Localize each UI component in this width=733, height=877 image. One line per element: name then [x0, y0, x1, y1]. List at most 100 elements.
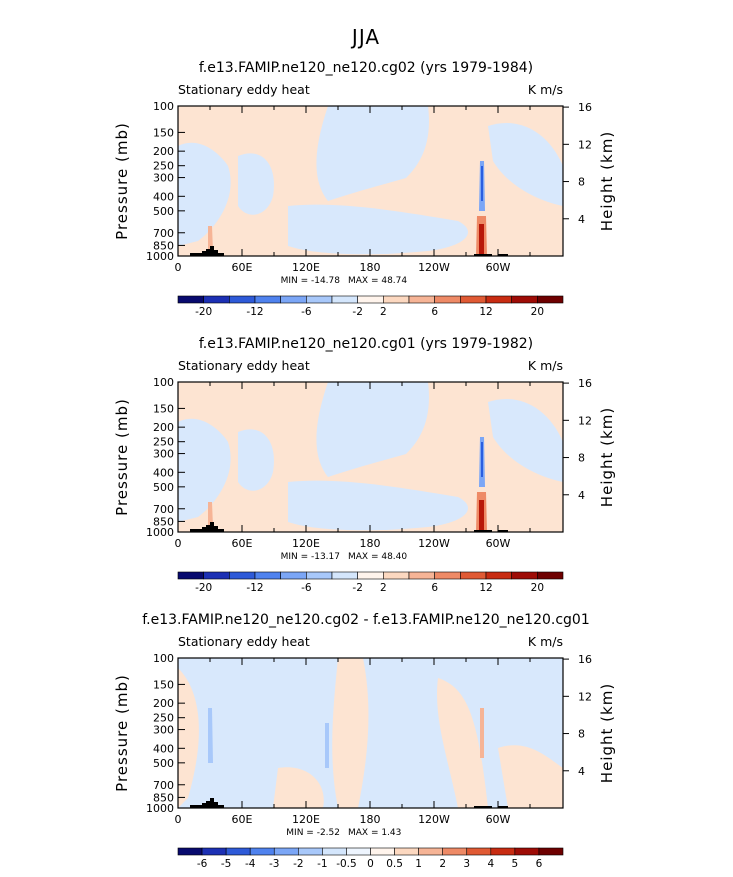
negative-region	[488, 398, 563, 482]
colorbar-swatch	[203, 295, 230, 304]
x-tick-label: 60W	[486, 261, 511, 274]
negative-core	[208, 708, 213, 763]
y-tick-label: 400	[153, 742, 174, 755]
x-tick-label: 120W	[418, 261, 450, 274]
terrain-shape	[190, 798, 224, 808]
colorbar-tick-label: -6	[301, 582, 312, 594]
colorbar-swatch	[511, 571, 538, 580]
colorbar-tick-label: 1	[415, 858, 422, 870]
negative-region	[178, 142, 231, 246]
y-tick-label: 100	[153, 376, 174, 389]
negative-region	[488, 122, 563, 206]
height-tick-label: 8	[578, 176, 585, 189]
colorbar-swatch	[322, 847, 347, 856]
terrain-shape	[498, 530, 508, 532]
y-axis-right-label: Height (km)	[598, 131, 616, 231]
colorbar-tick-label: -20	[195, 582, 212, 594]
colorbar-tick-label: 5	[512, 858, 519, 870]
terrain-mask	[190, 522, 508, 532]
y-tick-label: 400	[153, 190, 174, 203]
x-tick-label: 60W	[486, 537, 511, 550]
colorbar-swatch	[331, 295, 358, 304]
y-axis-label: Pressure (mb)	[113, 122, 131, 240]
height-tick-label: 12	[578, 414, 592, 427]
positive-region	[273, 767, 324, 808]
field-label: Stationary eddy heat	[178, 634, 310, 649]
panel-1: f.e13.FAMIP.ne120_ne120.cg02 (yrs 1979-1…	[113, 60, 616, 318]
y-tick-label: 1000	[146, 250, 174, 263]
colorbar-tick-label: -2	[352, 306, 362, 318]
colorbar-swatch	[298, 847, 323, 856]
colorbar: -20 -12 -6 -2 2 6 12 20	[177, 295, 564, 318]
x-tick-label: 60E	[232, 261, 253, 274]
colorbar-tick-label: 12	[479, 306, 492, 318]
y-tick-label: 250	[153, 712, 174, 725]
colorbar: -6 -5 -4 -3 -2 -1 -0.5 0 0.5 1 2 3 4 5 6	[177, 847, 564, 870]
x-tick-label: 120W	[418, 537, 450, 550]
colorbar-tick-label: 6	[536, 858, 543, 870]
positive-region	[332, 658, 369, 808]
y-axis-right-label: Height (km)	[598, 683, 616, 783]
colorbar-swatch	[254, 295, 281, 304]
y-tick-label: 700	[153, 779, 174, 792]
colorbar-swatch	[357, 295, 384, 304]
colorbar-tick-label: 3	[463, 858, 470, 870]
y-tick-label: 200	[153, 145, 174, 158]
contour-field	[178, 106, 563, 256]
y-tick-label: 300	[153, 448, 174, 461]
colorbar-tick-label: -6	[197, 858, 208, 870]
y-tick-label: 500	[153, 757, 174, 770]
colorbar-swatch	[485, 571, 512, 580]
height-tick-label: 16	[578, 101, 592, 114]
colorbar-swatch	[177, 295, 204, 304]
x-tick-label: 120E	[292, 261, 320, 274]
colorbar-swatch	[460, 571, 487, 580]
colorbar-swatch	[460, 295, 487, 304]
colorbar-swatch	[346, 847, 371, 856]
colorbar-tick-label: -0.5	[336, 858, 357, 870]
colorbar-swatch	[383, 295, 410, 304]
y-axis-label: Pressure (mb)	[113, 398, 131, 516]
colorbar-swatch	[280, 295, 307, 304]
terrain-shape	[190, 246, 224, 256]
height-tick-label: 4	[578, 213, 585, 226]
negative-region	[316, 382, 429, 477]
height-tick-label: 16	[578, 377, 592, 390]
y-tick-label: 150	[153, 402, 174, 415]
colorbar-swatch	[394, 847, 419, 856]
panel-title: f.e13.FAMIP.ne120_ne120.cg02 (yrs 1979-1…	[199, 60, 533, 76]
colorbar-swatch	[442, 847, 468, 856]
y-axis-right-label: Height (km)	[598, 407, 616, 507]
colorbar-swatch	[537, 571, 564, 580]
colorbar-tick-label: -6	[301, 306, 312, 318]
negative-region	[288, 480, 468, 531]
terrain-mask	[190, 798, 508, 808]
colorbar-swatch	[201, 847, 227, 856]
colorbar-tick-label: 12	[479, 582, 492, 594]
positive-region	[437, 678, 488, 808]
colorbar-tick-label: -20	[195, 306, 212, 318]
max-label: MAX = 1.43	[348, 828, 401, 838]
negative-region	[288, 204, 468, 255]
y-tick-label: 1000	[146, 526, 174, 539]
field-background	[178, 658, 563, 808]
negative-region	[238, 153, 274, 215]
min-label: MIN = -14.78	[281, 276, 341, 286]
colorbar-tick-label: -1	[317, 858, 327, 870]
negative-core	[481, 166, 483, 201]
y-tick-label: 300	[153, 172, 174, 185]
colorbar-swatch	[418, 847, 443, 856]
negative-region	[178, 418, 231, 522]
terrain-shape	[498, 806, 508, 808]
colorbar-tick-label: -3	[269, 858, 279, 870]
height-tick-label: 4	[578, 489, 585, 502]
colorbar-swatch	[538, 847, 564, 856]
y-tick-label: 700	[153, 503, 174, 516]
x-tick-label: 120E	[292, 813, 320, 826]
x-tick-label: 180	[360, 537, 381, 550]
height-tick-label: 16	[578, 653, 592, 666]
positive-core	[208, 502, 213, 527]
positive-region	[498, 745, 563, 808]
colorbar-swatch	[370, 847, 395, 856]
